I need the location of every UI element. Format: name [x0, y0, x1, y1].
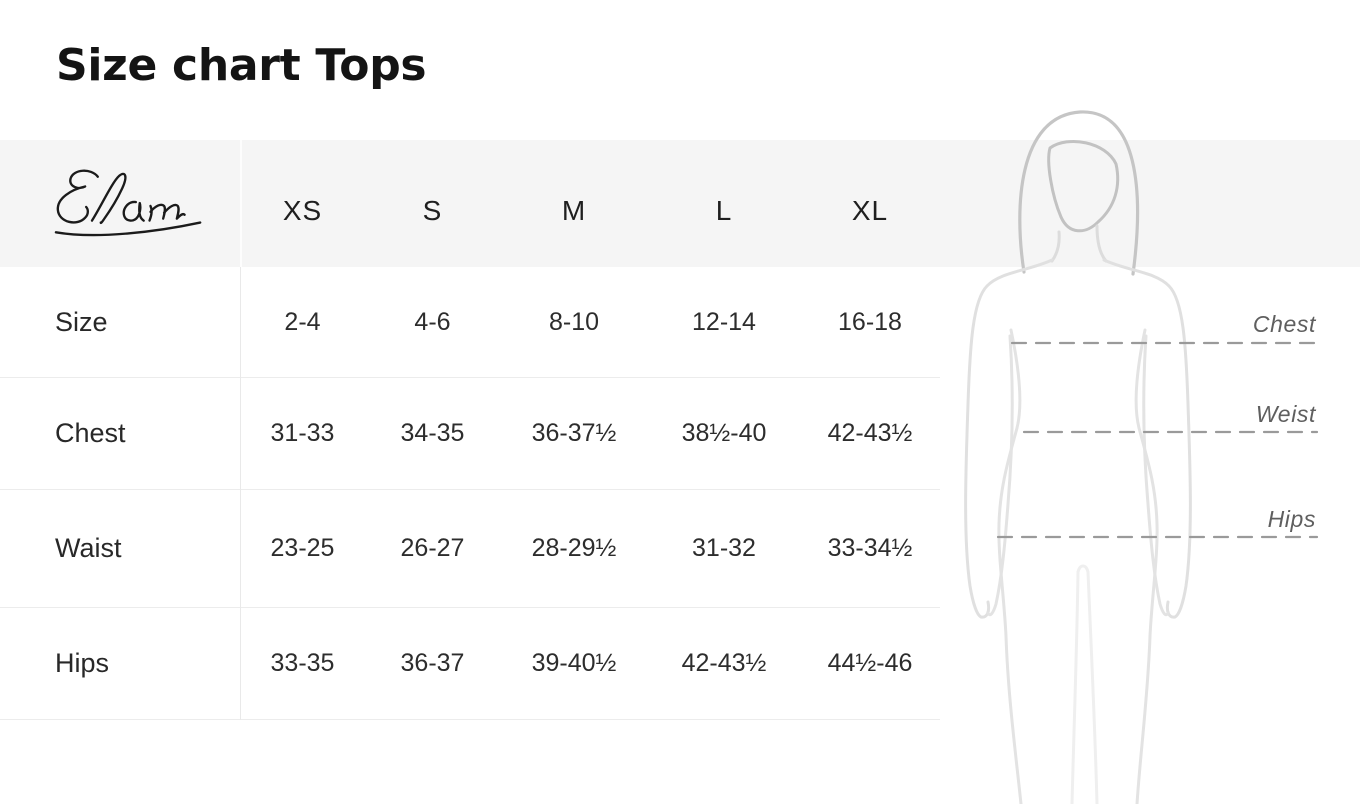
table-cell: 31-32	[692, 534, 756, 562]
column-header-xl: XL	[851, 194, 889, 226]
neck-left	[1050, 230, 1061, 263]
row-label-hips: Hips	[55, 648, 110, 678]
inner-leg-left	[1070, 570, 1080, 804]
right-inner-arm	[1142, 334, 1170, 617]
measurement-label-waist: Weist	[1255, 401, 1316, 427]
table-divider-vertical	[240, 267, 241, 720]
table-cell: 23-25	[270, 534, 335, 562]
table-row-chest: Chest 31-33 34-35 36-37½ 38½-40 42-43½	[0, 378, 940, 490]
table-cell: 33-34½	[827, 534, 913, 562]
left-arm-outline	[964, 258, 1054, 619]
table-cell: 28-29½	[531, 534, 617, 562]
table-cell: 2-4	[284, 307, 321, 336]
table-cell: 36-37	[400, 649, 465, 677]
table-row-hips: Hips 33-35 36-37 39-40½ 42-43½ 44½-46	[0, 608, 940, 720]
table-cell: 39-40½	[531, 649, 617, 677]
measurement-label-chest: Chest	[1252, 311, 1316, 337]
table-cell: 34-35	[400, 419, 465, 447]
table-cell: 26-27	[400, 534, 465, 562]
face-outline	[1047, 140, 1120, 233]
elan-logo	[52, 166, 208, 244]
column-header-l: L	[715, 194, 733, 226]
column-header-s: S	[422, 194, 443, 226]
left-inner-arm	[986, 334, 1014, 617]
page-title: Size chart Tops	[56, 40, 427, 91]
right-arm-outline	[1102, 258, 1192, 619]
right-torso-leg	[1134, 328, 1159, 804]
column-header-xs: XS	[282, 194, 323, 226]
row-label-chest: Chest	[55, 418, 126, 448]
table-column-headers: XS S M L XL	[240, 140, 940, 267]
column-header-m: M	[561, 194, 587, 226]
elan-signature-icon	[54, 169, 202, 237]
row-label-waist: Waist	[55, 533, 122, 563]
size-chart-table: Size 2-4 4-6 8-10 12-14 16-18 Chest 31-3…	[0, 267, 940, 720]
table-divider-vertical-band	[240, 140, 242, 267]
table-cell: 38½-40	[681, 419, 767, 447]
table-cell: 42-43½	[681, 649, 767, 677]
measurement-label-hips: Hips	[1267, 506, 1316, 532]
crotch-line	[1076, 564, 1090, 574]
table-cell: 12-14	[692, 307, 756, 336]
table-cell: 36-37½	[531, 419, 617, 447]
table-cell: 8-10	[548, 307, 600, 336]
hair-outline	[1018, 110, 1140, 276]
inner-leg-right	[1086, 570, 1099, 804]
table-cell: 33-35	[270, 649, 335, 677]
table-cell: 42-43½	[827, 419, 913, 447]
row-label-size: Size	[55, 306, 108, 337]
table-row-waist: Waist 23-25 26-27 28-29½ 31-32 33-34½	[0, 490, 940, 608]
left-torso-leg	[997, 328, 1023, 804]
table-row-size: Size 2-4 4-6 8-10 12-14 16-18	[0, 267, 940, 378]
neck-right	[1095, 224, 1108, 263]
table-cell: 44½-46	[827, 649, 913, 677]
table-cell: 4-6	[414, 307, 451, 336]
table-cell: 31-33	[270, 419, 335, 447]
table-cell: 16-18	[838, 307, 902, 336]
woman-silhouette-icon	[964, 110, 1319, 804]
